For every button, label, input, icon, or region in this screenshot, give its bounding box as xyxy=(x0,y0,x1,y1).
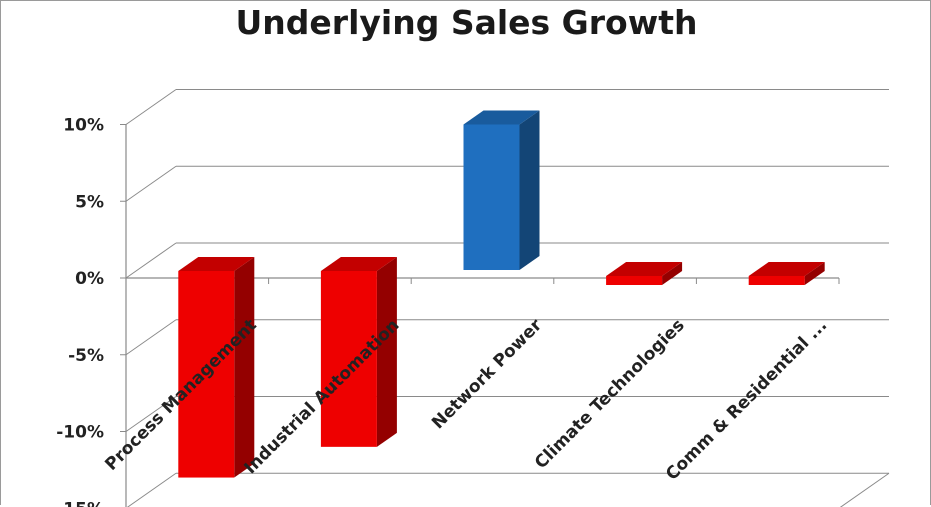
y-tick-label: 5% xyxy=(75,192,104,212)
bar-network-power xyxy=(464,111,540,271)
floor-edge xyxy=(839,473,889,507)
y-tick-label: 10% xyxy=(63,116,104,136)
y-tick-label: -10% xyxy=(56,423,104,443)
category-label: Network Power xyxy=(428,315,546,433)
bar-front xyxy=(606,276,662,285)
bar-side xyxy=(520,111,540,271)
gridline-diagonal xyxy=(126,320,176,355)
bar-comm-residential xyxy=(749,262,825,285)
category-label: Climate Technologies xyxy=(531,315,689,473)
bar-climate-technologies xyxy=(606,262,682,285)
gridline-diagonal xyxy=(126,90,176,125)
gridline-diagonal xyxy=(126,243,176,278)
bar-side xyxy=(234,257,254,478)
axes: 10%5%0%-5%-10%-15% xyxy=(56,116,839,507)
gridline-diagonal xyxy=(126,166,176,201)
bar-front xyxy=(749,276,805,285)
gridline-diagonal xyxy=(126,473,176,507)
y-tick-label: 0% xyxy=(75,269,104,289)
category-label: Comm & Residential ... xyxy=(662,315,831,484)
y-tick-label: -5% xyxy=(68,346,104,366)
bar-front xyxy=(464,125,520,271)
